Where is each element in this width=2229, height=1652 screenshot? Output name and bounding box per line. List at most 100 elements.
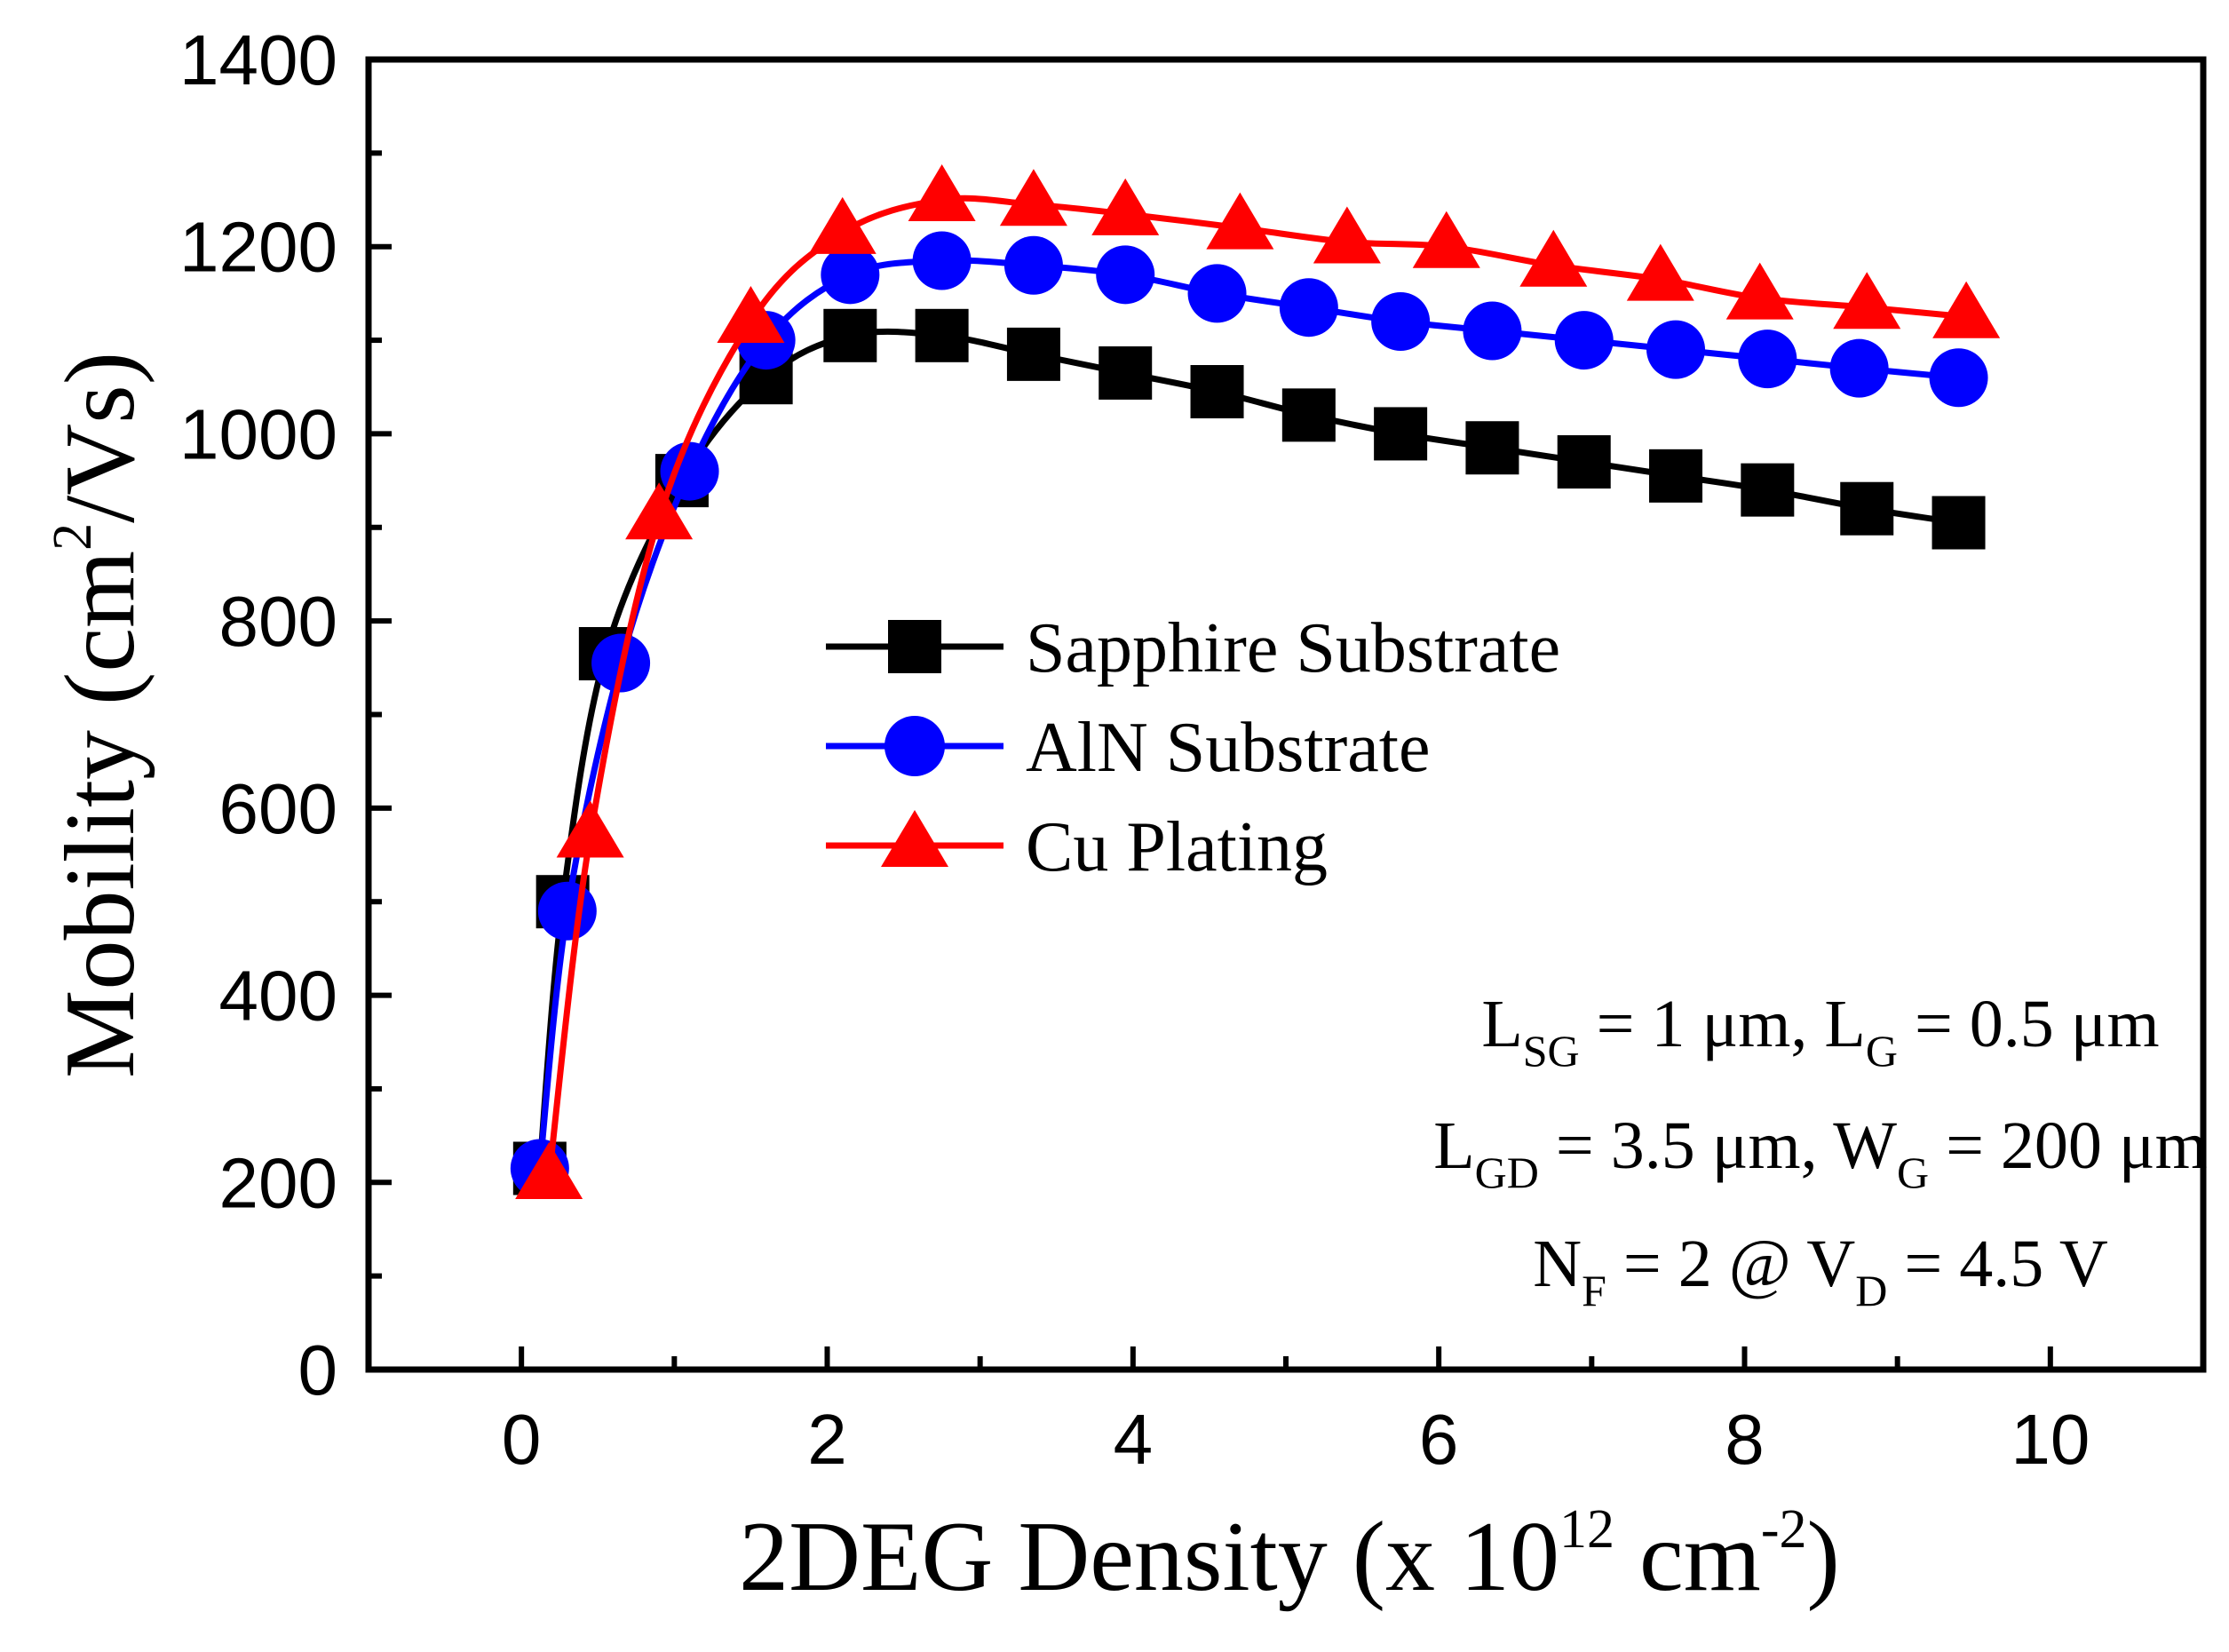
annot3-a-sub: F — [1582, 1266, 1606, 1315]
data-point-aln — [537, 881, 597, 941]
x-axis-title-main: 2DEG Density (x 10 — [739, 1502, 1559, 1612]
data-point-aln — [1554, 311, 1614, 370]
y-tick-label: 400 — [219, 957, 337, 1036]
data-point-sapphire — [1932, 496, 1986, 550]
data-point-sapphire — [1099, 345, 1153, 400]
data-point-sapphire — [1649, 449, 1703, 503]
annot3-b: = 2 @ V — [1606, 1227, 1855, 1301]
device-parameters-annotation: LSG = 1 μm, LG = 0.5 μm LGD = 3.5 μm, WG… — [1433, 987, 2208, 1315]
data-point-cu — [999, 169, 1067, 226]
data-point-cu — [1313, 206, 1381, 264]
data-point-cu — [908, 164, 976, 222]
annot1-b: = 1 μm, L — [1580, 987, 1866, 1061]
y-axis-title-end: /Vs) — [45, 352, 155, 523]
legend-label-cu: Cu Plating — [1026, 808, 1328, 886]
x-tick-label: 6 — [1419, 1400, 1459, 1479]
data-point-aln — [1279, 278, 1338, 338]
data-point-sapphire — [1006, 327, 1060, 381]
data-point-aln — [1371, 292, 1431, 351]
data-point-cu — [1519, 229, 1588, 287]
annot3-c: = 4.5 V — [1887, 1227, 2107, 1301]
data-point-sapphire — [915, 308, 969, 362]
data-point-cu — [1206, 192, 1274, 250]
data-point-sapphire — [823, 308, 877, 362]
x-axis-title-exp1: 12 — [1559, 1499, 1614, 1560]
data-point-cu — [1412, 210, 1480, 268]
data-point-cu — [717, 286, 785, 343]
x-axis-title-end: ) — [1807, 1502, 1840, 1612]
annot2-a: L — [1433, 1108, 1474, 1183]
data-point-cu — [1091, 178, 1160, 235]
data-point-aln — [1463, 301, 1522, 361]
data-point-aln — [660, 441, 719, 501]
x-axis-title: 2DEG Density (x 1012 cm-2) — [739, 1499, 1840, 1612]
legend-item-aln: AlN Substrate — [826, 709, 1431, 787]
annot2-c: = 200 μm — [1929, 1108, 2208, 1183]
data-point-sapphire — [1190, 365, 1244, 419]
axis-tick-labels: 0 2 4 6 8 10 0 200 400 600 800 1000 1200 1400 — [179, 20, 2090, 1479]
data-point-sapphire — [1741, 463, 1795, 517]
data-point-aln — [1187, 264, 1247, 323]
axis-ticks — [369, 57, 2053, 1372]
x-axis-title-exp2: -2 — [1761, 1499, 1807, 1560]
data-point-cu — [625, 482, 694, 540]
legend-label-aln: AlN Substrate — [1026, 709, 1431, 787]
x-tick-label: 2 — [807, 1400, 847, 1479]
legend-label-sapphire: Sapphire Substrate — [1026, 609, 1560, 687]
y-axis-title-exp: 2 — [43, 523, 103, 551]
data-point-cu — [1932, 281, 2001, 338]
annot2-a-sub: GD — [1475, 1148, 1539, 1197]
series-layer — [510, 164, 2001, 1200]
x-tick-label: 10 — [2011, 1400, 2090, 1479]
annot1-c: = 0.5 μm — [1898, 987, 2160, 1061]
legend: Sapphire Substrate AlN Substrate Cu Plat… — [826, 609, 1560, 886]
y-tick-label: 0 — [298, 1330, 338, 1410]
annot1-b-sub: G — [1866, 1026, 1898, 1076]
y-tick-label: 1400 — [179, 20, 337, 99]
data-point-cu — [808, 196, 877, 254]
y-tick-label: 800 — [219, 582, 337, 661]
annot2-b-sub: G — [1897, 1148, 1929, 1197]
y-tick-label: 1000 — [179, 394, 337, 473]
data-point-sapphire — [1465, 421, 1519, 475]
data-point-sapphire — [1557, 435, 1611, 489]
data-point-aln — [912, 231, 972, 290]
annotation-line-2: LGD = 3.5 μm, WG = 200 μm — [1433, 1108, 2208, 1197]
data-point-cu — [515, 1142, 583, 1200]
data-point-aln — [1096, 245, 1155, 305]
legend-marker-aln — [884, 716, 945, 776]
annot1-a-sub: SG — [1523, 1026, 1580, 1076]
data-point-cu — [556, 800, 624, 858]
annot3-b-sub: D — [1855, 1266, 1887, 1315]
annotation-line-1: LSG = 1 μm, LG = 0.5 μm — [1481, 987, 2159, 1076]
x-tick-label: 4 — [1114, 1400, 1154, 1479]
x-tick-label: 0 — [502, 1400, 542, 1479]
x-tick-label: 8 — [1725, 1400, 1765, 1479]
y-tick-label: 1200 — [179, 208, 337, 287]
data-point-sapphire — [1374, 407, 1428, 461]
annot2-b: = 3.5 μm, W — [1539, 1108, 1897, 1183]
legend-marker-sapphire — [888, 620, 941, 673]
legend-marker-cu — [881, 810, 948, 867]
annot1-a: L — [1481, 987, 1522, 1061]
data-point-sapphire — [1281, 388, 1336, 442]
data-point-sapphire — [1840, 481, 1894, 536]
legend-item-cu: Cu Plating — [826, 808, 1328, 886]
data-point-aln — [1646, 320, 1706, 379]
y-axis-title-main: Mobility (cm — [45, 551, 155, 1078]
data-point-aln — [1829, 338, 1889, 398]
data-point-aln — [1738, 330, 1797, 389]
legend-item-sapphire: Sapphire Substrate — [826, 609, 1560, 687]
y-axis-title: Mobility (cm2/Vs) — [43, 352, 155, 1078]
annot3-a: N — [1533, 1227, 1582, 1301]
data-point-aln — [1929, 348, 1988, 408]
annotation-line-3: NF = 2 @ VD = 4.5 V — [1533, 1227, 2108, 1315]
x-axis-title-mid: cm — [1614, 1502, 1761, 1612]
data-point-aln — [1003, 235, 1063, 295]
y-tick-label: 200 — [219, 1143, 337, 1222]
y-tick-label: 600 — [219, 769, 337, 848]
data-point-cu — [1725, 262, 1794, 320]
data-point-aln — [821, 245, 880, 305]
data-point-cu — [1833, 272, 1901, 330]
